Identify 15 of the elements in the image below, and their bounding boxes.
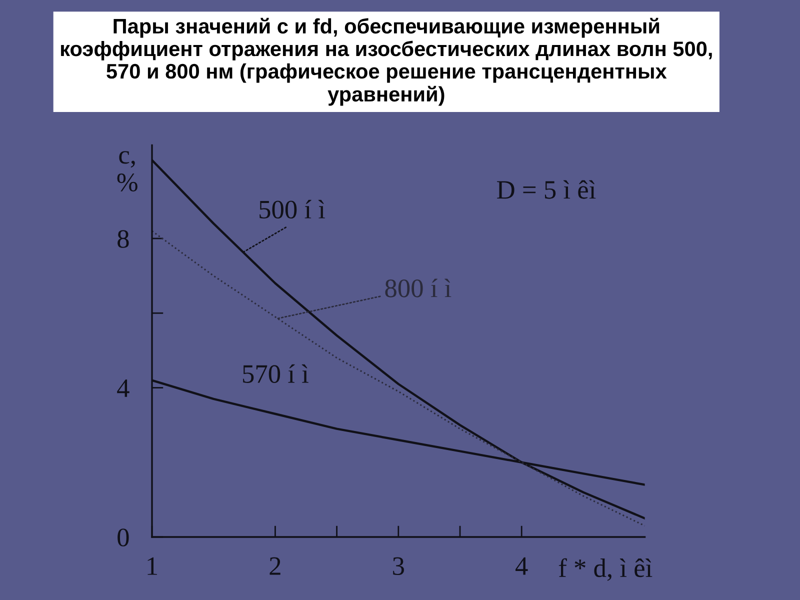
chart-title: Пары значений c и fd, обеспечивающие измеренный коэффициент отражения на изосбестических длинах волн 500, 570 и 800 нм (графическое решение трансцендентных уравнений) <box>61 18 712 106</box>
x-axis-title: f * d, ì êì <box>558 558 652 581</box>
x-tick-label: 1 <box>148 557 158 575</box>
y-tick-label: 0 <box>118 528 129 546</box>
y-tick-label: 4 <box>117 380 130 397</box>
y-axis-title: c, % <box>117 151 138 192</box>
x-tick-label: 4 <box>516 557 528 575</box>
x-tick-label: 3 <box>393 557 404 576</box>
text: 800 í ì <box>385 278 452 298</box>
series-label: 570 í ì <box>243 364 308 383</box>
x-tick-label: 2 <box>270 557 280 575</box>
y-tick-label: 8 <box>118 230 129 248</box>
series-label: 500 í ì <box>260 200 325 219</box>
annotation: D = 5 ì êì <box>497 180 596 199</box>
line-series <box>152 230 645 527</box>
